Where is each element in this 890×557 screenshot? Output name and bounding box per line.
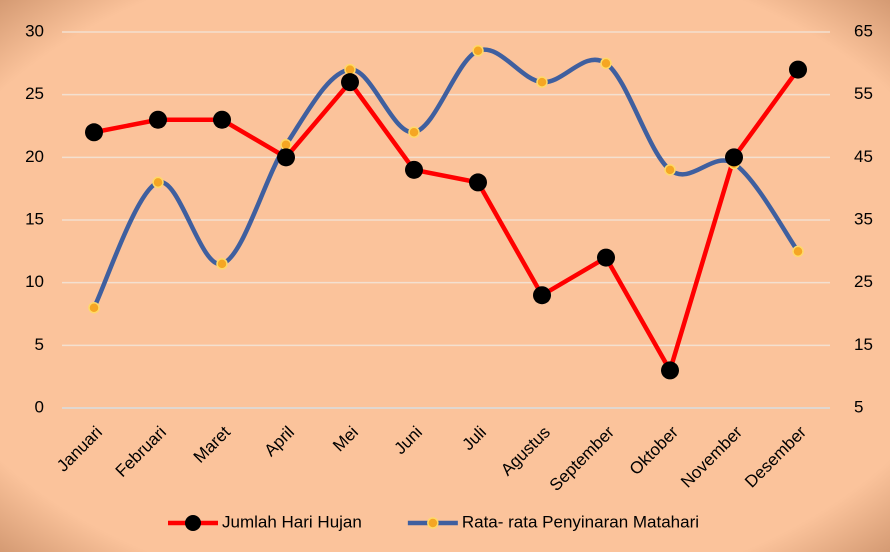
point [149, 110, 167, 129]
point [213, 110, 231, 129]
y-tick-label: 30 [25, 21, 44, 40]
legend-marker [185, 515, 201, 531]
point [216, 258, 228, 270]
point [725, 148, 743, 167]
point [341, 73, 359, 92]
legend-marker [427, 517, 439, 529]
series-line [93, 68, 800, 377]
point [600, 57, 612, 70]
legend-label: Jumlah Hari Hujan [222, 512, 362, 531]
point [280, 139, 292, 151]
y2-tick-label: 25 [854, 272, 873, 291]
y2-tick-label: 15 [854, 335, 873, 354]
point [597, 248, 615, 267]
y-tick-label: 25 [25, 84, 44, 103]
point [661, 361, 679, 380]
point [344, 63, 356, 76]
point [469, 173, 487, 192]
point [789, 60, 807, 79]
point [664, 164, 676, 176]
point [405, 160, 423, 179]
point [533, 286, 551, 305]
point [472, 45, 484, 57]
y-tick-label: 10 [25, 272, 44, 291]
y-tick-label: 20 [25, 147, 44, 166]
legend-label: Rata- rata Penyinaran Matahari [462, 512, 699, 531]
y-tick-label: 0 [35, 397, 44, 416]
y2-tick-label: 55 [854, 84, 873, 103]
point [88, 301, 100, 314]
y-tick-label: 5 [35, 335, 44, 354]
point [536, 76, 548, 88]
point [277, 148, 295, 167]
y2-tick-label: 5 [854, 397, 863, 416]
y2-tick-label: 65 [854, 21, 873, 40]
y-tick-label: 15 [25, 209, 44, 228]
y2-tick-label: 45 [854, 147, 873, 166]
point [408, 126, 420, 139]
y2-tick-label: 35 [854, 209, 873, 228]
point [85, 123, 103, 142]
point [152, 176, 164, 189]
point [792, 245, 804, 258]
